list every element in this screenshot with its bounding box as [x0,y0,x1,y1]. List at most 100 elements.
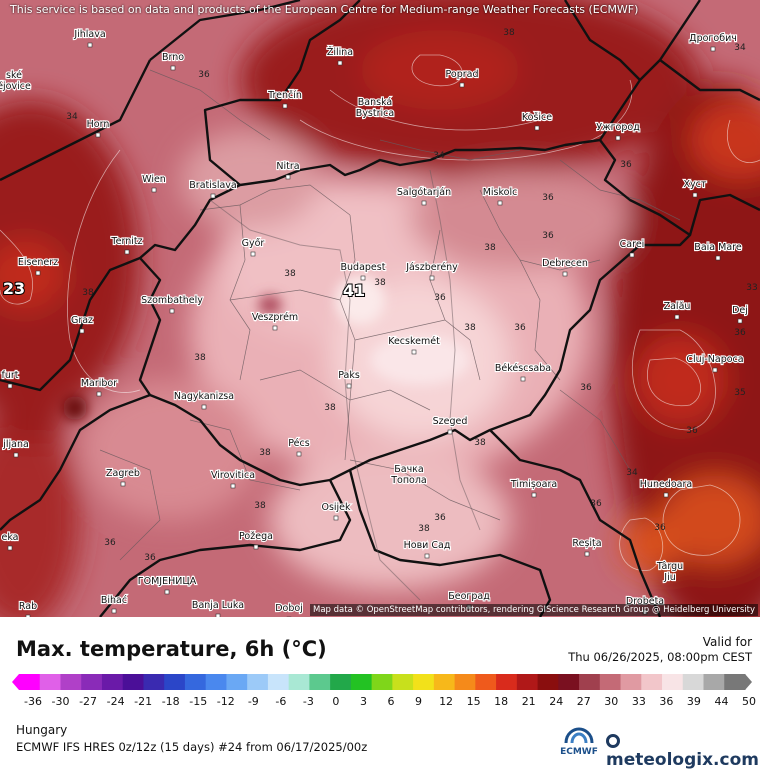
city-name: Trenčín [267,90,302,101]
city-34: Paks [337,369,361,389]
colorbar-cell [330,674,352,690]
city-marker [253,544,259,550]
temperature-value: 36 [620,160,632,170]
city-marker [169,308,175,314]
city-marker [215,613,221,617]
meteologix-logo-icon [606,734,620,748]
city-marker [7,383,13,389]
city-marker [124,249,130,255]
city-marker [710,46,716,52]
city-name: Jihlava [73,29,105,40]
temperature-value: 36 [542,193,554,203]
city-14: Salgótarján [396,186,452,206]
city-marker [447,429,453,435]
city-44: Hunedoara [639,478,693,498]
colorbar-min-arrow [12,674,19,690]
colorbar-tick-label: 18 [494,695,508,708]
city-name: Nitra [276,161,299,172]
city-name: Jiu [663,572,675,583]
city-marker [406,477,412,483]
temperature-value: 38 [474,438,486,448]
colorbar-tick-label: -36 [24,695,42,708]
temperature-value: 36 [434,293,446,303]
map-title: Max. temperature, 6h (°C) [16,637,327,661]
temperature-value: 36 [580,383,592,393]
colorbar-ticks: -36 -30 -27 -24 -21 -18 -15 -12 -9 -6 -3 0 3 6 9 12 15 18… [24,695,756,708]
city-36: Nagykanizsa [173,390,235,410]
city-name: eka [1,532,18,543]
city-53: Banja Luka [191,599,245,617]
temperature-value: 36 [542,231,554,241]
city-32: furt [0,369,20,389]
colorbar-cell [350,674,373,690]
city-name: Zalău [664,301,691,312]
city-marker [534,125,540,131]
city-name: Debrecen [542,258,588,269]
city-marker [531,492,537,498]
city-28: Zalău [662,300,692,320]
temperature-value: 38 [324,403,336,413]
colorbar-tick-label: 44 [714,695,728,708]
city-name: Wien [142,174,166,185]
city-name: furt [2,370,19,381]
colorbar-cell [184,674,207,690]
city-19: Carei [619,238,645,258]
meteologix-brand[interactable]: meteologix.com [606,730,760,770]
temperature-value: 34 [734,43,746,53]
city-marker [562,271,568,277]
colorbar-cell [81,674,103,690]
city-name: Győr [242,238,265,249]
city-25: Szombathely [140,294,204,314]
city-marker [96,391,102,397]
city-name: Baia Mare [694,242,742,253]
colorbar-cell [288,674,310,690]
city-name: Hunedoara [640,479,692,490]
city-name: Топола [390,475,427,486]
city-name: jljana [2,439,29,450]
temperature-value: 35 [734,388,745,398]
city-52: Bihać [100,594,128,614]
city-4: Дрогобич [688,32,738,52]
colorbar-cell [620,674,642,690]
temperature-value: 36 [434,513,446,523]
city-marker [79,328,85,334]
city-name: Brno [162,52,184,63]
city-marker [296,451,302,457]
city-name: Žilina [327,46,353,58]
colorbar-cell [662,674,684,690]
city-10: Horn [86,118,110,138]
city-marker [411,349,417,355]
ecmwf-disclaimer: This service is based on data and produc… [10,3,639,16]
city-marker [663,492,669,498]
city-16: Хуст [682,178,708,198]
colorbar-tick-label: 50 [742,695,756,708]
city-11: Nitra [275,160,301,180]
city-name: ějovice [0,81,31,92]
city-57: Rab [18,600,38,617]
city-12: Wien [141,173,167,193]
temperature-value: 36 [198,70,210,80]
legend-panel: Max. temperature, 6h (°C) Valid for Thu … [0,617,760,770]
ecmwf-logo-text: ECMWF [560,747,598,757]
map-attribution[interactable]: Map data © OpenStreetMap contributors, r… [310,604,758,616]
colorbar-tick-label: -15 [189,695,207,708]
temperature-value: 34 [433,151,445,161]
colorbar-cell [392,674,414,690]
city-42: Virovitica [210,469,256,489]
city-39: Pécs [287,437,311,457]
colorbar-tick-label: -12 [217,695,235,708]
city-marker [272,325,278,331]
city-name: Košice [522,112,552,123]
city-marker [421,200,427,206]
city-name: Békéscsaba [495,363,551,374]
temperature-value: 36 [104,538,116,548]
city-marker [230,483,236,489]
colorbar-tick-label: 6 [388,695,395,708]
city-name: Szombathely [141,295,203,306]
colorbar-cell [39,674,61,690]
city-marker [346,383,352,389]
temperature-value: 36 [686,426,698,436]
city-marker [629,252,635,258]
